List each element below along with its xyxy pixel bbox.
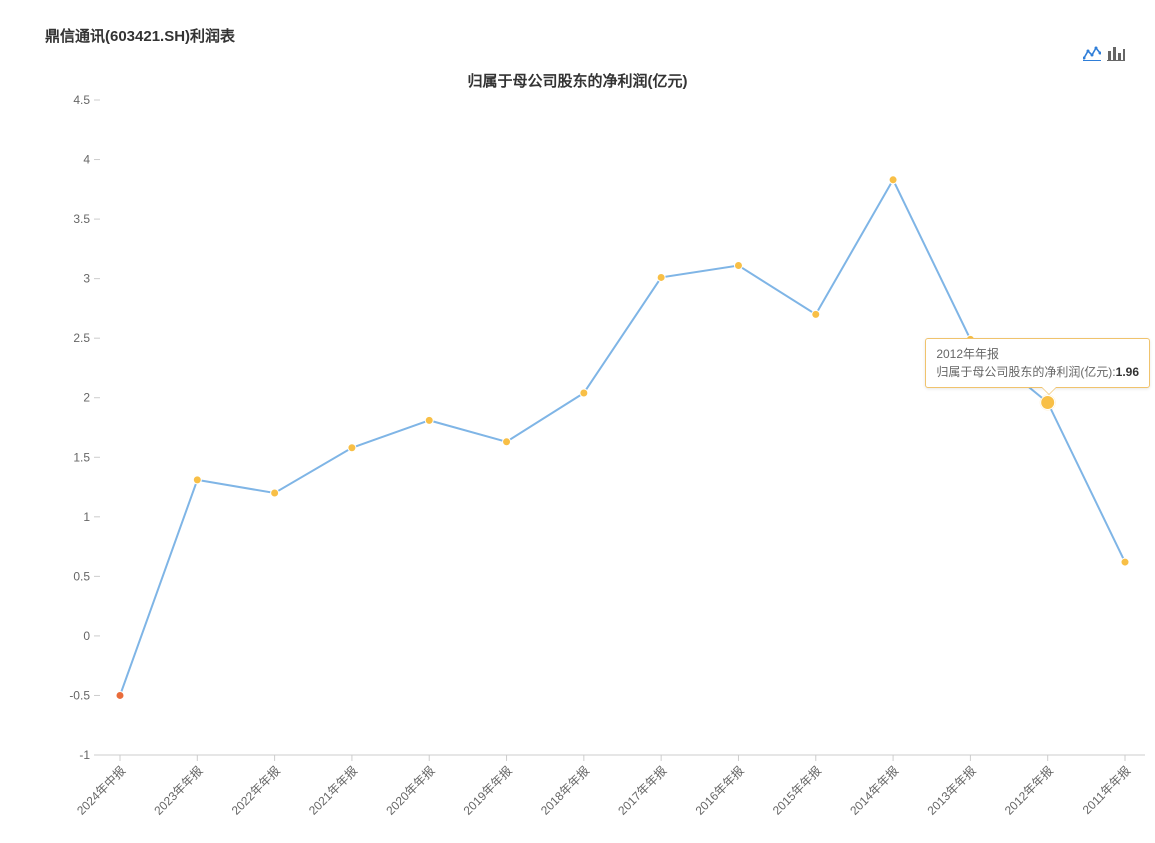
chart-container: 鼎信通讯(603421.SH)利润表 归属于母公司股东的净利润(亿元) xyxy=(0,0,1155,843)
tooltip-label: 归属于母公司股东的净利润(亿元): xyxy=(936,365,1115,379)
x-tick-label: 2021年年报 xyxy=(305,763,360,818)
x-tick-label: 2019年年报 xyxy=(460,763,515,818)
y-tick-label: 0.5 xyxy=(73,569,90,583)
x-tick-label: 2023年年报 xyxy=(151,763,206,818)
data-point[interactable] xyxy=(1121,558,1129,566)
y-tick-label: 2 xyxy=(83,391,90,405)
x-tick-label: 2011年年报 xyxy=(1079,763,1133,817)
x-tick-label: 2012年年报 xyxy=(1001,763,1056,818)
y-tick-label: 1 xyxy=(83,510,90,524)
data-point[interactable] xyxy=(657,273,665,281)
x-tick-label: 2024年中报 xyxy=(73,763,128,818)
x-tick-label: 2020年年报 xyxy=(383,763,438,818)
x-tick-label: 2018年年报 xyxy=(537,763,592,818)
tooltip-value: 1.96 xyxy=(1116,365,1139,379)
data-point[interactable] xyxy=(425,416,433,424)
y-tick-label: 3 xyxy=(83,272,90,286)
tooltip: 2012年年报 归属于母公司股东的净利润(亿元):1.96 xyxy=(925,338,1150,388)
data-point[interactable] xyxy=(193,476,201,484)
data-point[interactable] xyxy=(889,176,897,184)
tooltip-arrow-inner xyxy=(1042,387,1056,394)
data-point[interactable] xyxy=(348,444,356,452)
y-tick-label: -1 xyxy=(79,748,90,762)
data-point[interactable] xyxy=(580,389,588,397)
x-tick-label: 2022年年报 xyxy=(228,763,283,818)
data-point[interactable] xyxy=(734,262,742,270)
y-tick-label: 4 xyxy=(83,153,90,167)
data-point[interactable] xyxy=(116,691,124,699)
y-tick-label: 4.5 xyxy=(73,93,90,107)
y-tick-label: 2.5 xyxy=(73,331,90,345)
x-tick-label: 2015年年报 xyxy=(769,763,824,818)
tooltip-line1: 2012年年报 xyxy=(936,345,1139,363)
y-tick-label: 3.5 xyxy=(73,212,90,226)
series-line xyxy=(120,180,1125,696)
x-tick-label: 2017年年报 xyxy=(615,763,670,818)
y-tick-label: 1.5 xyxy=(73,450,90,464)
x-tick-label: 2013年年报 xyxy=(924,763,979,818)
y-tick-label: -0.5 xyxy=(69,688,90,702)
data-point[interactable] xyxy=(503,438,511,446)
data-point[interactable] xyxy=(1041,395,1055,409)
data-point[interactable] xyxy=(271,489,279,497)
y-tick-label: 0 xyxy=(83,629,90,643)
x-tick-label: 2016年年报 xyxy=(692,763,747,818)
chart-svg: -1 -0.5 0 0.5 1 1.5 2 2.5 3 3.5 4 4.5 2024年中报 2023年年报… xyxy=(0,0,1155,843)
data-point[interactable] xyxy=(812,310,820,318)
tooltip-line2: 归属于母公司股东的净利润(亿元):1.96 xyxy=(936,363,1139,381)
x-tick-label: 2014年年报 xyxy=(846,763,901,818)
